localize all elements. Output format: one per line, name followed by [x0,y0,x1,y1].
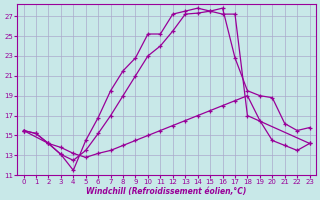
X-axis label: Windchill (Refroidissement éolien,°C): Windchill (Refroidissement éolien,°C) [86,187,247,196]
